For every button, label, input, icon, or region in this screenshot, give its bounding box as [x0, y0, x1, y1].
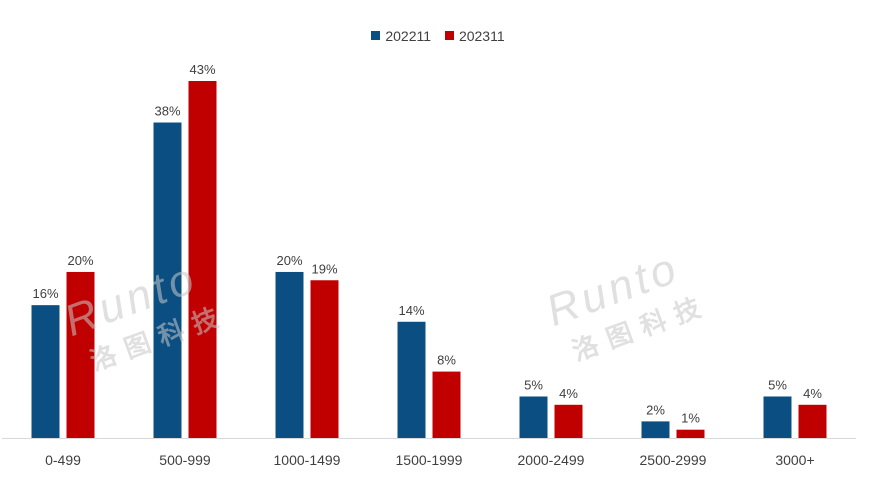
bar-202311-3000+	[798, 404, 827, 438]
data-label-202211-3000+: 5%	[768, 377, 787, 392]
data-label-202211-1000-1499: 20%	[276, 253, 302, 268]
legend-swatch-202311	[444, 31, 454, 40]
data-label-202311-3000+: 4%	[803, 386, 822, 401]
legend-item-202311: 202311	[444, 27, 505, 44]
x-tick-label: 500-999	[159, 452, 211, 468]
data-label-202311-2000-2499: 4%	[559, 386, 578, 401]
data-label-202211-2500-2999: 2%	[646, 402, 665, 417]
data-label-202311-500-999: 43%	[189, 62, 215, 77]
x-tick-label: 2500-2999	[640, 452, 707, 468]
data-label-202211-2000-2499: 5%	[524, 377, 543, 392]
data-label-202311-0-499: 20%	[67, 253, 93, 268]
x-tick-label: 3000+	[775, 452, 814, 468]
bar-202311-2000-2499	[554, 404, 583, 438]
bar-202311-2500-2999	[676, 429, 705, 438]
bar-202211-2500-2999	[641, 421, 670, 438]
bar-202311-1000-1499	[310, 280, 339, 438]
x-tick-label: 1500-1999	[396, 452, 463, 468]
bar-202211-3000+	[763, 396, 792, 438]
legend-label-202211: 202211	[385, 27, 432, 44]
data-label-202311-2500-2999: 1%	[681, 411, 700, 426]
bar-202211-1000-1499	[275, 271, 304, 438]
bar-202311-0-499	[66, 271, 95, 438]
data-label-202311-1000-1499: 19%	[311, 261, 337, 276]
legend-item-202211: 202211	[371, 28, 431, 44]
data-label-202211-1500-1999: 14%	[398, 303, 424, 318]
legend-swatch-202211	[371, 31, 381, 40]
data-label-202311-1500-1999: 8%	[437, 353, 456, 368]
chart-legend: 202211 202311	[0, 27, 876, 44]
x-tick-label: 2000-2499	[518, 452, 585, 468]
bar-202211-500-999	[153, 122, 182, 438]
x-tick-label: 0-499	[45, 452, 81, 468]
bar-202211-1500-1999	[397, 321, 426, 438]
bar-202211-0-499	[31, 305, 60, 438]
x-tick-label: 1000-1499	[274, 452, 341, 468]
data-label-202211-0-499: 16%	[32, 286, 58, 301]
bar-202311-500-999	[188, 81, 217, 438]
legend-label-202311: 202311	[458, 27, 505, 44]
bar-202211-2000-2499	[519, 396, 548, 438]
data-label-202211-500-999: 38%	[154, 104, 180, 119]
bar-202311-1500-1999	[432, 371, 461, 438]
